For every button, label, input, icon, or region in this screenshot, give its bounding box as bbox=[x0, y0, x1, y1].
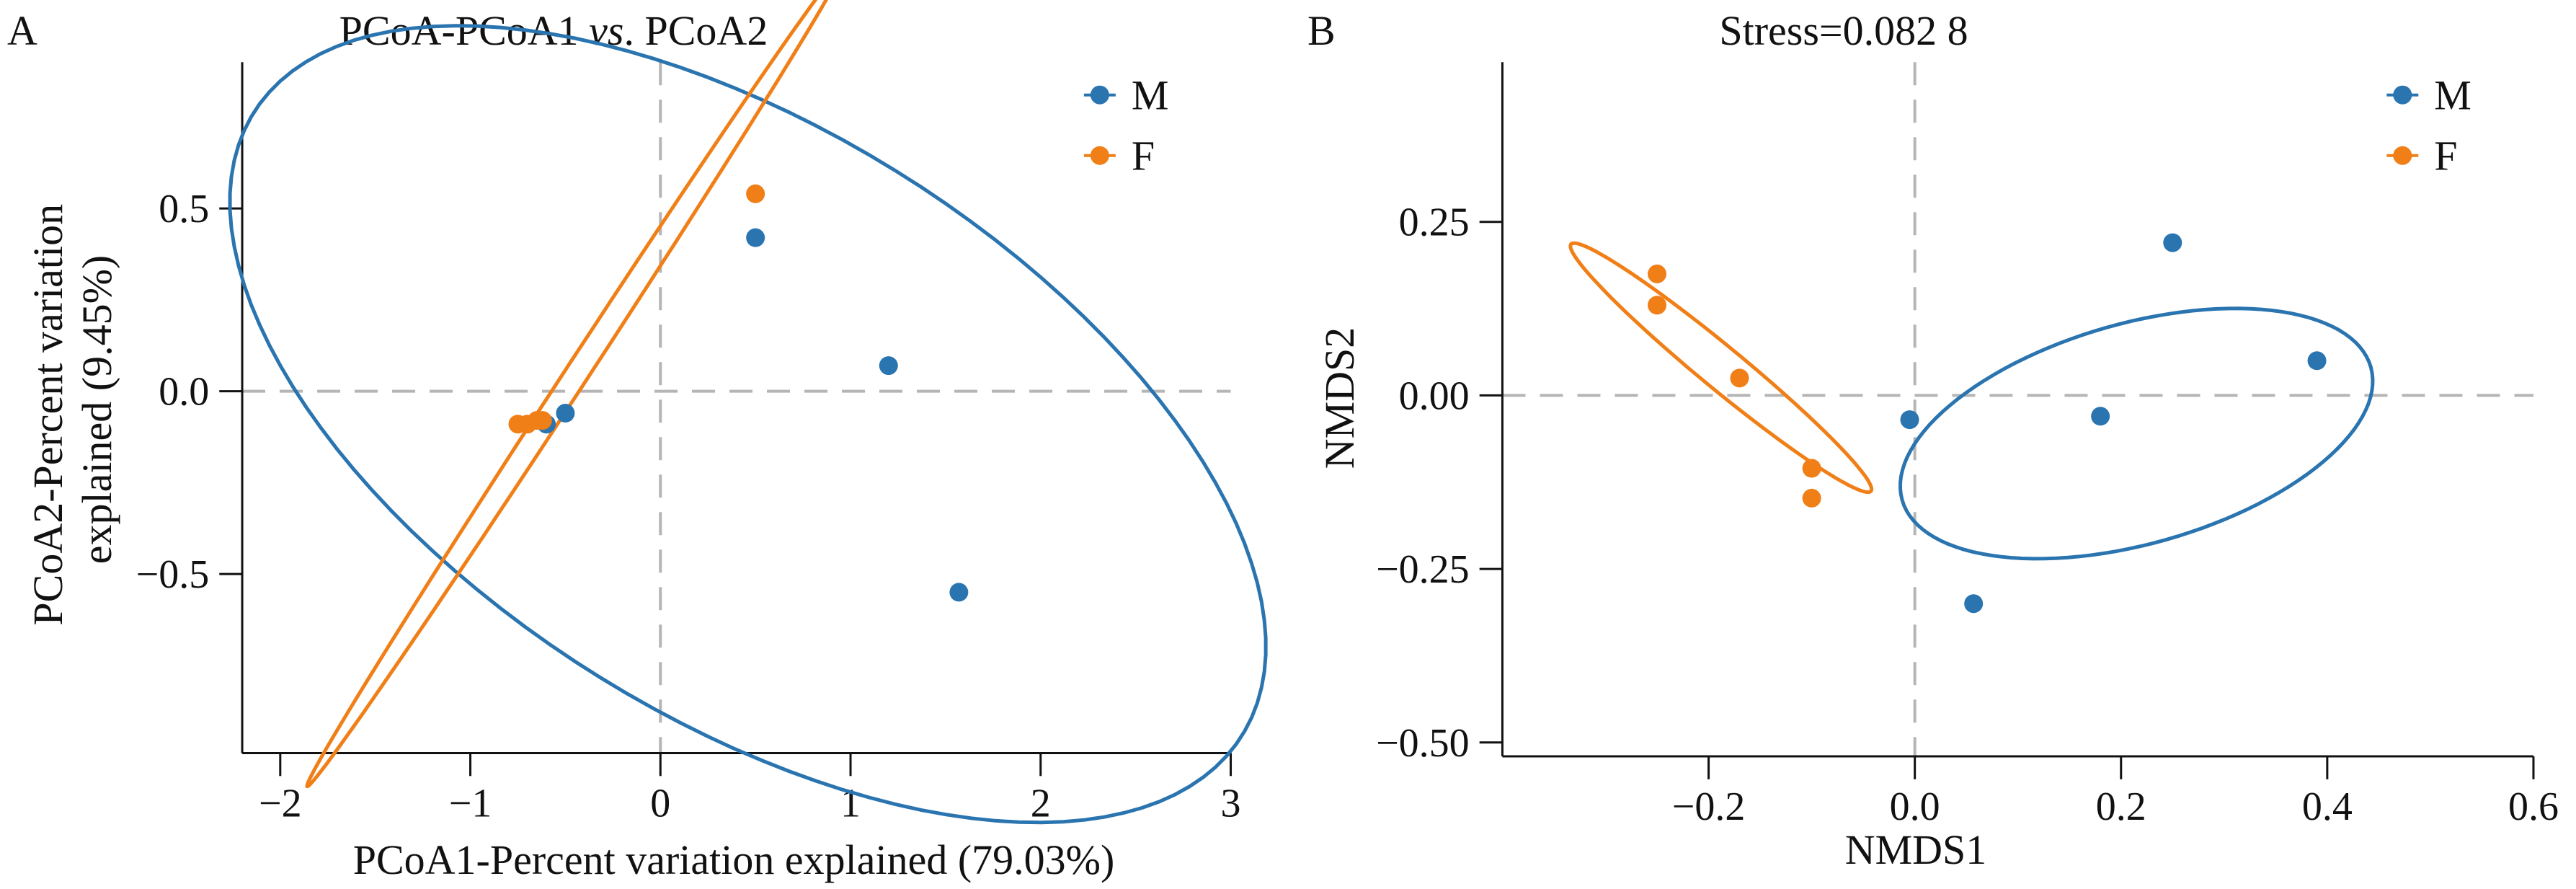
legend-marker-m-b bbox=[2393, 85, 2412, 105]
ellipse-m-b bbox=[1898, 306, 2375, 561]
y-tick-label-a: 0.0 bbox=[159, 370, 209, 415]
point-f-a bbox=[508, 415, 528, 434]
point-f-a bbox=[746, 184, 765, 203]
point-f-b bbox=[1648, 296, 1667, 315]
chart-title-b: Stress=0.082 8 bbox=[1719, 7, 1968, 54]
x-tick-label-b: 0.4 bbox=[2302, 784, 2353, 829]
chart-title-a: PCoA-PCoA1 vs. PCoA2 bbox=[339, 7, 768, 54]
x-axis-title-a: PCoA1-Percent variation explained (79.03… bbox=[353, 836, 1115, 883]
point-f-b bbox=[1802, 488, 1821, 508]
y-tick-label-a: −0.5 bbox=[136, 552, 210, 597]
y-axis-title-a-line2: explained (9.45%) bbox=[74, 255, 120, 564]
x-tick-label-b: 0.6 bbox=[2508, 784, 2559, 829]
legend-marker-f-b bbox=[2393, 146, 2412, 165]
point-m-b bbox=[2163, 233, 2182, 252]
plot-area-a: −2 −1 0 1 2 3 0.5 0.0 −0.5 MF bbox=[136, 0, 1268, 826]
point-f-b bbox=[1730, 368, 1749, 388]
point-f-b bbox=[1802, 459, 1821, 478]
legend-label-f-a: F bbox=[1132, 133, 1155, 180]
y-tick-label-b: −0.50 bbox=[1376, 721, 1470, 766]
legend-label-m-a: M bbox=[1132, 72, 1169, 119]
point-m-b bbox=[1964, 594, 1984, 614]
y-axis-title-a: PCoA2-Percent variation explained (9.45%… bbox=[25, 193, 120, 625]
y-tick-label-b: 0.00 bbox=[1399, 373, 1470, 418]
legend-marker-f-a bbox=[1090, 146, 1109, 165]
pcoa-panel: A PCoA-PCoA1 vs. PCoA2 PCoA2-Percent var… bbox=[7, 0, 1268, 883]
y-tick-label-a: 0.5 bbox=[159, 187, 209, 231]
point-m-a bbox=[746, 228, 765, 247]
legend-label-f-b: F bbox=[2434, 133, 2457, 180]
point-m-b bbox=[2091, 407, 2110, 426]
x-tick-label-a: 2 bbox=[1031, 781, 1051, 826]
x-tick-label-a: 0 bbox=[650, 781, 670, 826]
point-f-b bbox=[1648, 264, 1667, 283]
panel-label-a: A bbox=[7, 7, 37, 54]
nmds-panel: B Stress=0.082 8 NMDS2 NMDS1 −0.2 0.0 0.2 0… bbox=[1307, 7, 2559, 873]
x-tick-label-a: 3 bbox=[1221, 781, 1241, 826]
x-tick-label-a: −1 bbox=[449, 781, 492, 826]
ellipse-f-b bbox=[1568, 241, 1874, 495]
y-axis-title-b: NMDS2 bbox=[1316, 327, 1363, 469]
point-m-a bbox=[879, 356, 898, 376]
x-axis-title-b: NMDS1 bbox=[1845, 826, 1987, 873]
plot-area-b: −0.2 0.0 0.2 0.4 0.6 0.25 0.00 −0.25 −0.50 MF bbox=[1376, 62, 2559, 829]
x-tick-label-a: 1 bbox=[840, 781, 861, 826]
legend-label-m-b: M bbox=[2434, 72, 2471, 119]
point-m-a bbox=[556, 403, 575, 423]
panel-label-b: B bbox=[1307, 7, 1336, 54]
x-tick-label-a: −2 bbox=[259, 781, 302, 826]
point-m-b bbox=[2307, 351, 2327, 371]
legend-marker-m-a bbox=[1090, 85, 1109, 105]
ellipse-m-a bbox=[228, 24, 1268, 825]
point-m-b bbox=[1900, 410, 1919, 430]
point-f-a bbox=[527, 411, 546, 430]
title-a-part3: . PCoA2 bbox=[623, 7, 768, 54]
title-a-part1: PCoA-PCoA1 bbox=[339, 7, 589, 54]
y-axis-title-a-line1: PCoA2-Percent variation bbox=[25, 204, 71, 626]
x-tick-label-b: −0.2 bbox=[1672, 784, 1746, 829]
x-tick-label-b: 0.2 bbox=[2096, 784, 2146, 829]
y-tick-label-b: 0.25 bbox=[1399, 200, 1470, 245]
y-tick-label-b: −0.25 bbox=[1376, 547, 1470, 592]
ellipse-f-a bbox=[305, 0, 829, 789]
point-m-a bbox=[949, 583, 969, 602]
x-tick-label-b: 0.0 bbox=[1890, 784, 1940, 829]
